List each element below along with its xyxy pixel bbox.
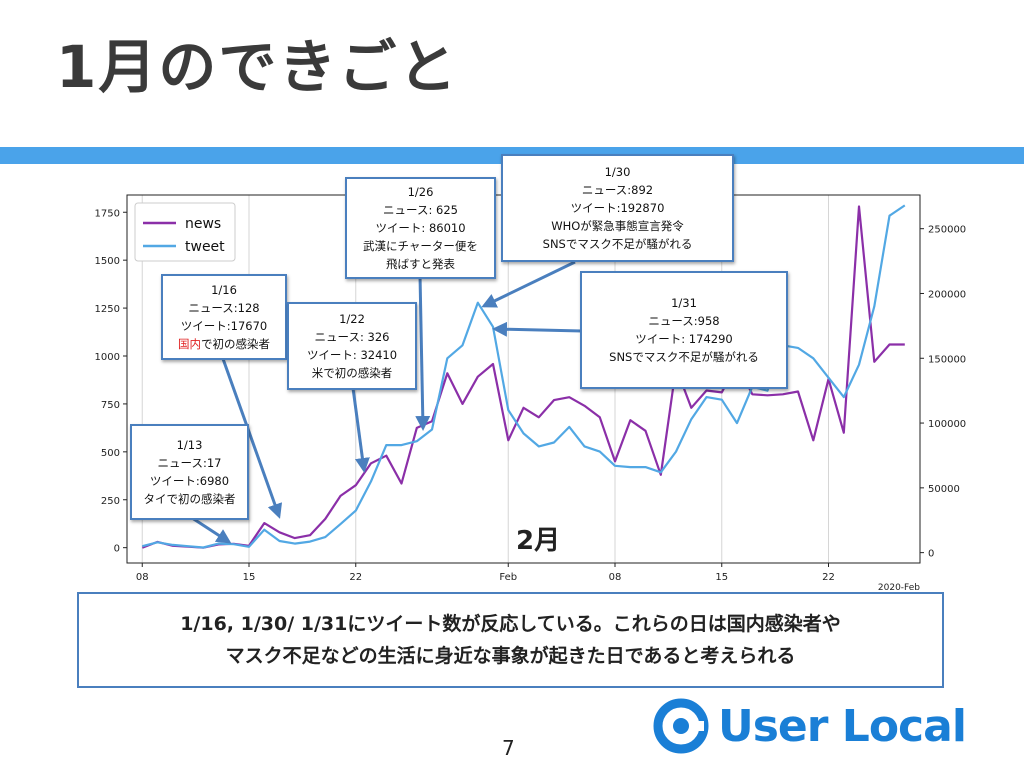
callout-line: ツイート: 174290 xyxy=(635,332,733,346)
y-right-tick-label: 50000 xyxy=(928,484,960,495)
callout-jan22: 1/22 ニュース: 326 ツイート: 32410 米で初の感染者 xyxy=(287,302,417,390)
y-left-tick-label: 1500 xyxy=(95,256,120,267)
y-left-tick-label: 750 xyxy=(101,400,120,411)
y-left-tick-label: 250 xyxy=(101,496,120,507)
legend-news-label: news xyxy=(185,216,221,232)
callout-line: ニュース:17 xyxy=(157,456,222,470)
callout-line: ニュース:958 xyxy=(648,314,720,328)
chart-legend: news tweet xyxy=(134,202,236,262)
callout-line: 1/26 xyxy=(407,185,434,199)
callout-jan31: 1/31 ニュース:958 ツイート: 174290 SNSでマスク不足が騒がれ… xyxy=(580,271,788,389)
callout-line: ニュース: 625 xyxy=(383,203,458,217)
x-tick-label: 15 xyxy=(243,572,256,583)
callout-line: ツイート: 86010 xyxy=(375,221,466,235)
callout-line: ツイート:17670 xyxy=(180,319,268,333)
y-left-tick-label: 1250 xyxy=(95,304,120,315)
y-right-tick-label: 200000 xyxy=(928,289,966,300)
callout-line: 1/13 xyxy=(176,438,203,452)
y-right-tick-label: 150000 xyxy=(928,354,966,365)
x-tick-label: 15 xyxy=(715,572,728,583)
brand-mark-icon xyxy=(653,698,709,754)
brand-logo: User Local xyxy=(652,698,967,754)
arrow-jan26 xyxy=(415,274,431,431)
y-right-tick-label: 100000 xyxy=(928,419,966,430)
month-label: 2月 xyxy=(516,526,561,556)
callout-jan13: 1/13 ニュース:17 ツイート:6980 タイで初の感染者 xyxy=(130,424,249,520)
callout-line: 1/16 xyxy=(211,283,237,297)
callout-line: 米で初の感染者 xyxy=(311,366,393,380)
x-tick-label: 22 xyxy=(349,572,362,583)
page-number: 7 xyxy=(502,736,515,760)
y-left-tick-label: 1750 xyxy=(95,208,120,219)
callout-line: SNSでマスク不足が騒がれる xyxy=(609,350,759,364)
callout-line: ニュース:892 xyxy=(581,183,654,197)
y-left-tick-label: 0 xyxy=(114,544,120,555)
summary-line: マスク不足などの生活に身近な事象が起きた日であると考えられる xyxy=(225,645,796,667)
brand-name: User Local xyxy=(718,700,967,752)
callout-line: 飛ばすと発表 xyxy=(386,257,455,271)
x-tick-label: Feb xyxy=(499,572,517,583)
slide-title: 1月のできごと xyxy=(56,33,459,101)
callout-line: ツイート:192870 xyxy=(570,201,665,215)
callout-line: 1/31 xyxy=(671,296,697,310)
callout-jan26: 1/26 ニュース: 625 ツイート: 86010 武漢にチャーター便を 飛ば… xyxy=(345,177,496,279)
callout-jan30: 1/30 ニュース:892 ツイート:192870 WHOが緊急事態宣言発令 S… xyxy=(501,154,734,262)
callout-jan16: 1/16 ニュース:128 ツイート:17670 国内で初の感染者 xyxy=(161,274,287,360)
y-left-tick-label: 1000 xyxy=(95,352,120,363)
callout-line: ツイート:6980 xyxy=(149,474,230,488)
summary-box: 1/16, 1/30/ 1/31にツイート数が反応している。これらの日は国内感染… xyxy=(77,592,944,688)
x-tick-label: 08 xyxy=(136,572,149,583)
callout-line: ニュース:128 xyxy=(188,301,260,315)
arrow-jan31 xyxy=(492,321,583,337)
x-tick-label: 08 xyxy=(609,572,622,583)
legend-tweet-label: tweet xyxy=(185,239,225,255)
arrow-jan22 xyxy=(351,387,370,473)
callout-arrows xyxy=(185,260,583,544)
callout-line: 1/22 xyxy=(339,312,365,326)
arrow-jan30 xyxy=(481,260,576,308)
summary-line: 1/16, 1/30/ 1/31にツイート数が反応している。これらの日は国内感染… xyxy=(180,613,841,635)
x-tick-label: 22 xyxy=(822,572,835,583)
arrow-jan16 xyxy=(220,355,283,519)
callout-line: 国内で初の感染者 xyxy=(163,335,285,353)
chart-ticks: 08 15 22 Feb 08 15 22 0 250 500 750 1000 1250 1500 175… xyxy=(95,208,967,583)
callout-line: WHOが緊急事態宣言発令 xyxy=(551,219,684,233)
y-right-tick-label: 250000 xyxy=(928,225,966,236)
callout-line: 1/30 xyxy=(604,165,631,179)
y-right-tick-label: 0 xyxy=(928,549,934,560)
callout-line: 武漢にチャーター便を xyxy=(363,239,478,253)
callout-line: SNSでマスク不足が騒がれる xyxy=(542,237,693,251)
callout-line: ツイート: 32410 xyxy=(306,348,398,362)
callout-line-rest: で初の感染者 xyxy=(201,337,270,351)
x-offset-label: 2020-Feb xyxy=(878,583,920,593)
y-left-tick-label: 500 xyxy=(101,448,120,459)
series-news-line xyxy=(141,205,905,549)
callout-line: タイで初の感染者 xyxy=(143,492,236,506)
highlight-text: 国内 xyxy=(178,337,201,351)
callout-line: ニュース: 326 xyxy=(314,330,390,344)
